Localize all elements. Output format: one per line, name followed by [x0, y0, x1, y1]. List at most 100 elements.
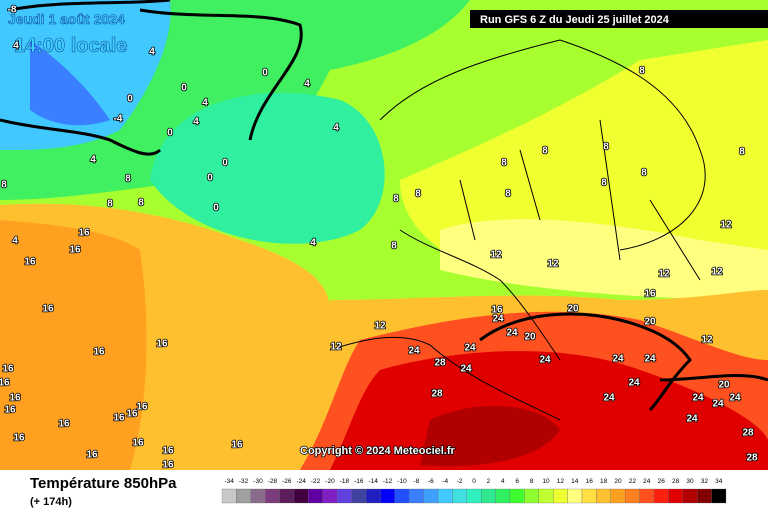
legend-label: 18 [600, 478, 608, 485]
legend-label: -2 [457, 478, 463, 485]
legend-swatch [625, 488, 640, 504]
legend-label: -32 [239, 478, 249, 485]
contour-label: 24 [712, 399, 724, 410]
legend-swatch [452, 488, 467, 504]
legend-swatch [567, 488, 583, 504]
field [0, 0, 768, 471]
legend-label: -24 [296, 478, 306, 485]
contour-label: 12 [701, 335, 713, 346]
legend-swatch [711, 488, 727, 504]
legend-swatch [308, 488, 323, 504]
legend-swatch [697, 488, 712, 504]
legend-label: -14 [368, 478, 378, 485]
contour-label: 24 [729, 393, 741, 404]
contour-label: 12 [330, 342, 342, 353]
contour-label: 4 [333, 123, 339, 134]
contour-label: 8 [601, 178, 607, 189]
contour-label: 24 [506, 328, 518, 339]
contour-label: 24 [539, 355, 551, 366]
contour-label: 24 [408, 346, 420, 357]
contour-label: 16 [113, 413, 125, 424]
contour-label: 12 [720, 220, 732, 231]
contour-label: 16 [42, 304, 54, 315]
coastlines [329, 39, 706, 421]
contour-label: 16 [162, 446, 174, 457]
contour-label: 12 [374, 321, 386, 332]
legend-swatch [394, 488, 410, 504]
contour-label: 8 [641, 168, 647, 179]
contour-label: 16 [231, 440, 243, 451]
legend-label: -16 [354, 478, 364, 485]
contour-label: 24 [692, 393, 704, 404]
contour-label: 20 [718, 380, 730, 391]
contour-label: 0 [207, 173, 213, 184]
contour-label: 24 [686, 414, 698, 425]
contour-label: 24 [603, 393, 615, 404]
legend-label: -26 [282, 478, 292, 485]
legend-label: -10 [397, 478, 407, 485]
contour-label: 0 [213, 203, 219, 214]
contour-label: 20 [567, 304, 579, 315]
legend-label: -6 [428, 478, 434, 485]
contour-label: 8 [391, 241, 397, 252]
legend-swatch [610, 488, 626, 504]
contour-label: 20 [524, 332, 536, 343]
legend-label: 22 [629, 478, 637, 485]
legend-swatch [596, 488, 611, 504]
legend-label: 26 [658, 478, 666, 485]
legend-swatch [682, 488, 698, 504]
legend-label: -28 [268, 478, 278, 485]
legend-swatch [509, 488, 525, 504]
contour-label: 4 [13, 41, 19, 52]
legend-swatch [365, 488, 381, 504]
contour-label: 16 [78, 228, 90, 239]
legend-swatch [351, 488, 367, 504]
legend-label: 16 [586, 478, 594, 485]
legend-label: 12 [557, 478, 565, 485]
contour-label: 8 [415, 189, 421, 200]
contour-label: 16 [13, 433, 25, 444]
lead-time: (+ 174h) [30, 496, 72, 508]
contour-label: 16 [4, 405, 16, 416]
legend-swatch [409, 488, 424, 504]
legend-swatch [581, 488, 597, 504]
legend-swatch [322, 488, 338, 504]
contour-label: 16 [24, 257, 36, 268]
legend-swatch [495, 488, 511, 504]
legend-label: 30 [686, 478, 694, 485]
contour-label: 16 [93, 347, 105, 358]
run-info: Run GFS 6 Z du Jeudi 25 juillet 2024 [480, 14, 670, 26]
legend-swatch [380, 488, 395, 504]
legend-label: -8 [414, 478, 420, 485]
local-time: 14:00 locale [14, 35, 127, 57]
legend-swatch [466, 488, 482, 504]
contour-label: 8 [542, 146, 548, 157]
legend-swatch [236, 488, 251, 504]
contour-label: 16 [156, 339, 168, 350]
legend-label: -30 [253, 478, 263, 485]
contour-label: 0 [181, 83, 187, 94]
contour-label: 4 [90, 155, 96, 166]
contour-label: 16 [9, 393, 21, 404]
legend-label: 8 [530, 478, 534, 485]
contour-label: 12 [711, 267, 723, 278]
contour-label: 8 [138, 198, 144, 209]
legend-swatch [653, 488, 669, 504]
contour-label: 16 [491, 305, 503, 316]
contour-label: 16 [69, 245, 81, 256]
contour-label: 16 [126, 409, 138, 420]
contour-label: 24 [464, 343, 476, 354]
legend-label: 32 [701, 478, 709, 485]
contour-label: 28 [742, 428, 754, 439]
contour-label: 4 [304, 79, 310, 90]
legend-swatch [524, 488, 539, 504]
legend-swatch [553, 488, 568, 504]
legend-swatch [423, 488, 439, 504]
legend-label: 24 [643, 478, 651, 485]
legend-label: 34 [715, 478, 723, 485]
contour-label: 8 [739, 147, 745, 158]
contour-label: 28 [431, 389, 443, 400]
contour-label: 8 [501, 158, 507, 169]
legend-swatch [265, 488, 280, 504]
contour-label: 16 [58, 419, 70, 430]
